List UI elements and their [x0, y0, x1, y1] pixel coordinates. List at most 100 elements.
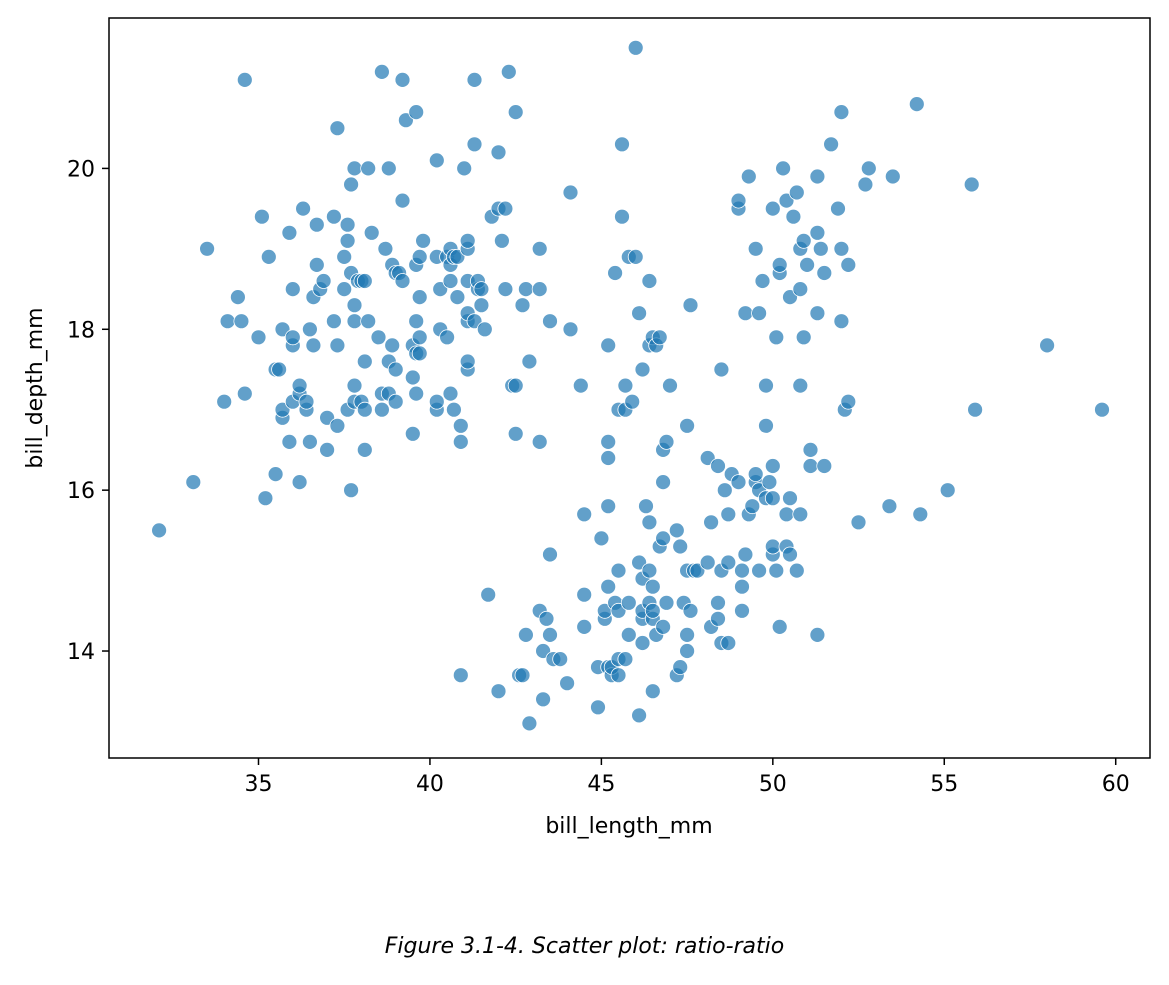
- data-point: [336, 281, 353, 298]
- data-point: [710, 594, 726, 611]
- y-axis-ticks: 14 16 18 20: [67, 157, 109, 665]
- data-point: [185, 474, 202, 491]
- data-point: [439, 329, 456, 346]
- data-point: [363, 224, 380, 241]
- data-point: [490, 144, 507, 161]
- data-point: [497, 200, 514, 217]
- data-point: [552, 651, 569, 667]
- data-point: [216, 393, 233, 410]
- data-point: [751, 305, 767, 322]
- data-point: [343, 482, 360, 499]
- data-point: [912, 506, 929, 523]
- data-point: [576, 506, 593, 523]
- data-point: [963, 176, 980, 193]
- data-point: [782, 490, 798, 507]
- data-point: [219, 313, 236, 330]
- data-point: [816, 458, 833, 474]
- data-point: [356, 353, 373, 370]
- data-point: [473, 297, 490, 314]
- data-point: [634, 361, 651, 378]
- data-point: [610, 667, 627, 684]
- data-point: [284, 329, 301, 346]
- x-tick-label: 50: [759, 772, 787, 797]
- data-point: [788, 184, 805, 201]
- data-point: [298, 393, 315, 410]
- plot-frame: [108, 17, 1151, 759]
- data-point: [833, 104, 850, 120]
- data-point: [542, 546, 558, 563]
- data-point: [658, 433, 675, 450]
- data-point: [720, 506, 737, 523]
- data-point: [720, 635, 737, 651]
- data-point: [415, 232, 432, 249]
- data-point: [531, 281, 548, 298]
- data-point: [720, 554, 737, 571]
- data-point: [542, 313, 558, 330]
- data-point: [600, 498, 617, 515]
- data-point: [799, 256, 815, 273]
- data-point: [329, 417, 346, 434]
- data-point: [284, 281, 301, 298]
- data-point: [740, 168, 757, 185]
- data-point: [394, 192, 411, 209]
- data-point: [428, 393, 445, 410]
- data-point: [250, 329, 267, 346]
- data-point: [668, 522, 685, 539]
- data-point: [840, 256, 857, 273]
- data-point: [812, 240, 829, 257]
- data-point: [408, 385, 425, 402]
- data-point: [655, 530, 671, 547]
- data-point: [339, 232, 356, 249]
- data-point: [967, 401, 983, 418]
- data-point: [860, 160, 877, 177]
- data-point: [710, 458, 726, 474]
- data-point: [761, 474, 778, 491]
- data-point: [356, 273, 373, 289]
- data-point: [747, 466, 764, 483]
- data-point: [764, 490, 781, 507]
- x-tick-label: 40: [416, 772, 444, 797]
- data-point: [514, 297, 531, 314]
- data-point: [764, 458, 781, 474]
- data-point: [271, 361, 288, 378]
- data-point: [939, 482, 956, 499]
- data-point: [716, 482, 733, 499]
- data-point: [301, 321, 318, 338]
- data-point: [679, 627, 695, 643]
- data-point: [600, 433, 617, 450]
- data-point: [751, 562, 767, 579]
- data-point: [809, 627, 826, 643]
- data-point: [1039, 337, 1055, 354]
- data-point: [562, 321, 579, 338]
- data-point: [308, 216, 325, 233]
- data-point: [305, 337, 322, 354]
- y-tick-label: 14: [67, 640, 95, 665]
- data-point: [627, 248, 644, 265]
- data-point: [281, 433, 298, 450]
- data-point: [600, 578, 617, 595]
- data-point: [521, 715, 538, 732]
- data-point: [325, 208, 342, 225]
- data-point: [830, 200, 846, 217]
- data-point: [576, 619, 593, 635]
- data-point: [531, 240, 548, 257]
- data-point: [730, 474, 747, 491]
- data-point: [768, 329, 785, 346]
- data-point: [857, 176, 874, 193]
- data-point: [336, 248, 353, 265]
- data-point: [456, 160, 473, 177]
- data-point: [339, 216, 356, 233]
- data-point: [734, 602, 750, 619]
- data-point: [764, 200, 781, 217]
- data-point: [559, 675, 575, 692]
- data-point: [236, 72, 253, 88]
- data-point: [291, 377, 308, 394]
- data-point: [600, 337, 617, 354]
- data-point: [795, 329, 812, 346]
- data-point: [833, 240, 850, 257]
- data-point: [449, 289, 466, 306]
- data-point: [662, 377, 678, 394]
- data-point: [394, 72, 411, 88]
- data-point: [459, 232, 476, 249]
- data-point: [682, 602, 699, 619]
